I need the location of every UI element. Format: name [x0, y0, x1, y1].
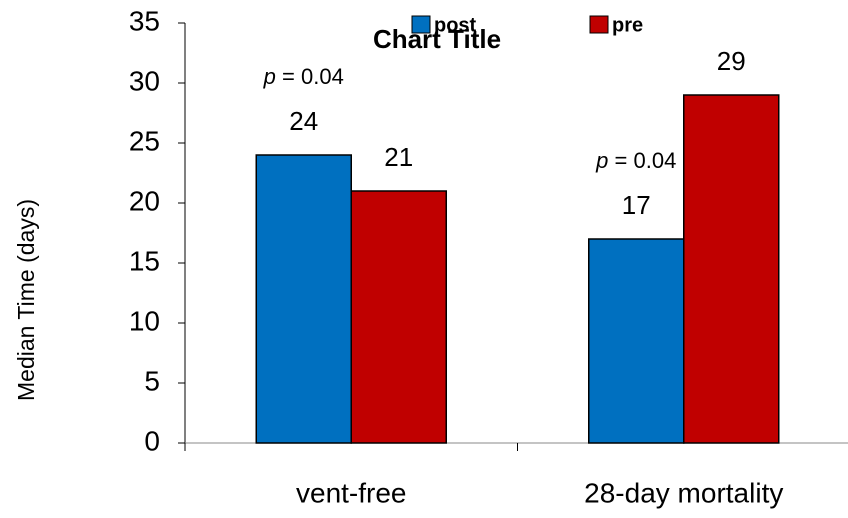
- y-tick-label: 15: [129, 245, 160, 276]
- bar: [588, 238, 685, 444]
- annotation-symbol: p: [595, 148, 608, 173]
- chart-title: Chart Title: [373, 24, 501, 54]
- annotation: p = 0.04: [595, 148, 676, 173]
- annotation: p = 0.04: [263, 64, 344, 89]
- y-tick-label: 5: [144, 365, 160, 396]
- x-tick-label: vent-free: [296, 477, 407, 508]
- y-tick-label: 35: [129, 5, 160, 36]
- data-label: 29: [717, 46, 746, 76]
- x-tick-label: 28-day mortality: [584, 477, 783, 508]
- legend-swatch: [589, 15, 609, 34]
- y-axis-title: Median Time (days): [13, 199, 39, 401]
- data-label: 21: [384, 142, 413, 172]
- annotation-symbol: p: [263, 64, 276, 89]
- legend-swatch: [411, 15, 431, 34]
- bar: [255, 154, 352, 444]
- bar: [350, 190, 447, 444]
- legend-label: post: [434, 14, 477, 36]
- y-tick-label: 25: [129, 125, 160, 156]
- data-label: 17: [622, 190, 651, 220]
- y-tick-label: 0: [144, 425, 160, 456]
- y-tick-label: 10: [129, 305, 160, 336]
- annotation-text: = 0.04: [282, 64, 344, 89]
- y-tick-label: 20: [129, 185, 160, 216]
- y-tick-label: 30: [129, 65, 160, 96]
- annotation-text: = 0.04: [615, 148, 677, 173]
- legend-label: pre: [612, 14, 643, 36]
- bar: [683, 94, 780, 444]
- data-label: 24: [289, 106, 318, 136]
